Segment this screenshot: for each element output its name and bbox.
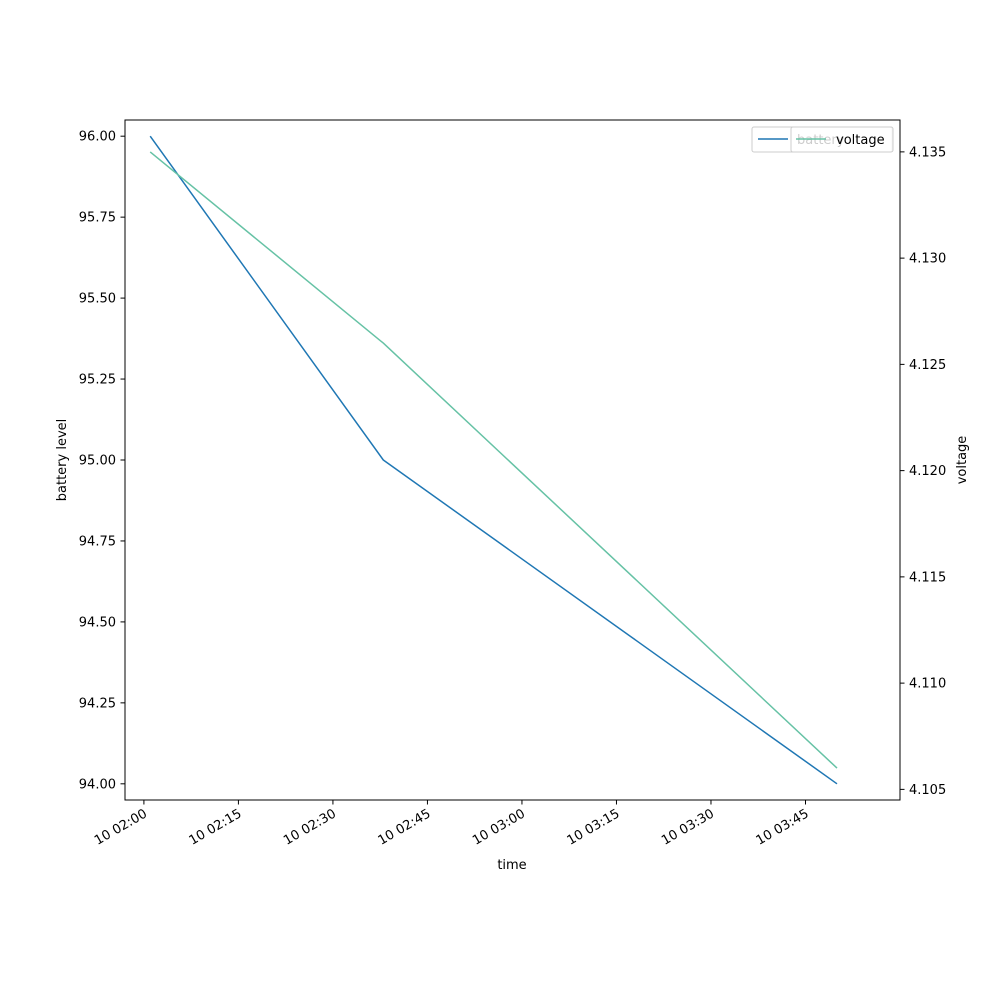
y2-tick-label: 4.130 bbox=[909, 252, 946, 267]
y-tick-label: 94.50 bbox=[79, 615, 116, 630]
x-axis-label: time bbox=[497, 858, 526, 873]
y2-tick-label: 4.105 bbox=[909, 783, 946, 798]
y-tick-label: 95.00 bbox=[79, 454, 116, 469]
y-tick-label: 95.25 bbox=[79, 373, 116, 388]
y-tick-label: 94.25 bbox=[79, 696, 116, 711]
plot-frame bbox=[124, 119, 901, 801]
x-tick-label: 10 02:00 bbox=[92, 806, 150, 848]
plot-layer bbox=[149, 135, 838, 785]
ticks-layer: 10 02:00 10 02:15 10 02:30 10 02:45 10 03:00… bbox=[79, 130, 946, 849]
y2-tick-label: 4.115 bbox=[909, 570, 946, 585]
y-tick-label: 94.00 bbox=[79, 777, 116, 792]
y-tick-label: 95.50 bbox=[79, 292, 116, 307]
x-tick-label: 10 02:45 bbox=[376, 806, 434, 848]
legend-voltage-box bbox=[790, 126, 894, 153]
y2-axis-label: voltage bbox=[955, 436, 970, 485]
y-tick-label: 96.00 bbox=[79, 130, 116, 145]
x-tick-label: 10 03:15 bbox=[565, 806, 623, 848]
y2-tick-label: 4.135 bbox=[909, 145, 946, 160]
y2-tick-label: 4.110 bbox=[909, 677, 946, 692]
y2-tick-label: 4.125 bbox=[909, 358, 946, 373]
x-tick-label: 10 03:00 bbox=[470, 806, 528, 848]
x-tick-label: 10 03:45 bbox=[754, 806, 812, 848]
y-tick-label: 94.75 bbox=[79, 534, 116, 549]
y2-tick-label: 4.120 bbox=[909, 464, 946, 479]
series-line-voltage bbox=[149, 151, 838, 769]
series-line-battery bbox=[149, 135, 838, 785]
x-tick-label: 10 02:15 bbox=[187, 806, 245, 848]
y-tick-label: 95.75 bbox=[79, 211, 116, 226]
legend-voltage: voltage bbox=[790, 126, 894, 153]
x-tick-label: 10 03:30 bbox=[659, 806, 717, 848]
y-axis-label: battery level bbox=[55, 419, 70, 502]
legend-voltage-label: voltage bbox=[836, 133, 885, 148]
x-tick-label: 10 02:30 bbox=[281, 806, 339, 848]
